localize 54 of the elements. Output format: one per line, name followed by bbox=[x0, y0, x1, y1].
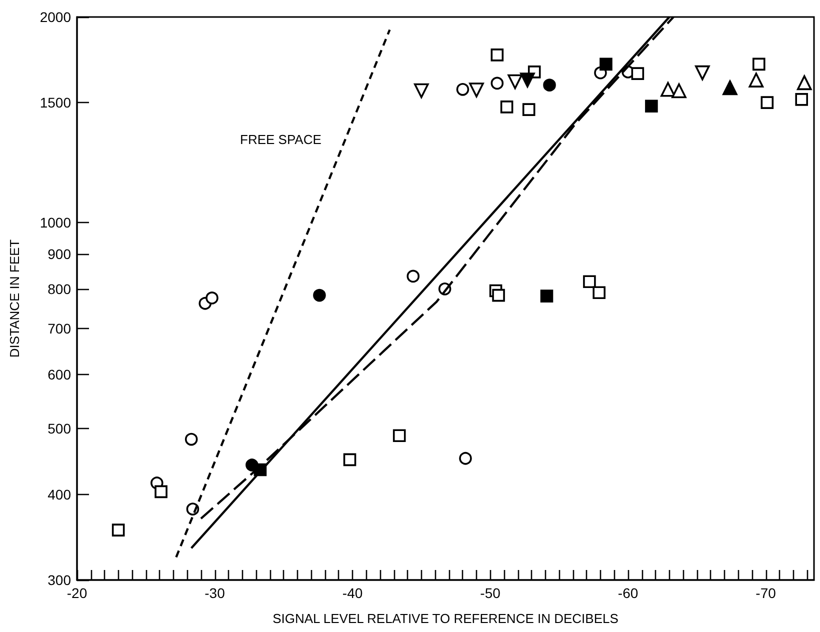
point bbox=[414, 83, 429, 98]
point bbox=[520, 72, 535, 88]
y-axis-title: DISTANCE IN FEET bbox=[7, 239, 22, 358]
x-tick-label: -50 bbox=[480, 585, 501, 601]
point bbox=[112, 524, 125, 536]
point bbox=[543, 78, 556, 92]
point bbox=[600, 58, 612, 71]
point bbox=[660, 82, 676, 97]
point bbox=[583, 275, 596, 288]
y-tick-label: 600 bbox=[48, 366, 72, 382]
point bbox=[522, 103, 536, 116]
point bbox=[508, 74, 522, 90]
y-tick-label: 800 bbox=[48, 280, 72, 297]
point bbox=[490, 48, 504, 62]
point bbox=[796, 75, 812, 90]
point bbox=[592, 286, 606, 300]
point bbox=[184, 432, 198, 446]
point bbox=[206, 292, 218, 304]
point bbox=[490, 76, 504, 90]
x-tick-label: -20 bbox=[66, 585, 88, 601]
point bbox=[540, 290, 554, 302]
x-tick-label: -30 bbox=[204, 585, 226, 601]
point bbox=[343, 453, 356, 466]
point bbox=[795, 93, 808, 106]
point bbox=[459, 452, 472, 465]
point bbox=[695, 65, 710, 80]
point bbox=[760, 96, 774, 109]
point bbox=[631, 67, 644, 80]
y-tick-label: 2000 bbox=[40, 9, 72, 25]
point bbox=[500, 100, 514, 114]
x-tick-label: -40 bbox=[342, 585, 363, 601]
point bbox=[154, 485, 168, 498]
x-tick-label: -60 bbox=[618, 585, 638, 601]
x-tick-label: -70 bbox=[756, 585, 776, 601]
point bbox=[722, 80, 738, 96]
y-tick-label: 1500 bbox=[40, 94, 72, 110]
y-tick-label: 1000 bbox=[40, 214, 72, 231]
point bbox=[313, 288, 326, 302]
point bbox=[645, 100, 658, 113]
point bbox=[456, 83, 470, 96]
point bbox=[748, 72, 764, 88]
annotation: FREE SPACE bbox=[240, 132, 322, 147]
y-tick-label: 400 bbox=[48, 486, 72, 503]
point bbox=[406, 270, 420, 283]
y-tick-label: 700 bbox=[48, 320, 72, 337]
point bbox=[492, 288, 505, 302]
point bbox=[672, 83, 686, 98]
y-tick-label: 900 bbox=[48, 246, 72, 262]
y-tick-label: 500 bbox=[48, 420, 72, 436]
point bbox=[469, 82, 484, 98]
point bbox=[752, 58, 766, 71]
y-tick-label: 300 bbox=[48, 572, 72, 588]
x-axis-title: SIGNAL LEVEL RELATIVE TO REFERENCE IN DECIBELS bbox=[272, 611, 619, 626]
point bbox=[392, 429, 406, 442]
